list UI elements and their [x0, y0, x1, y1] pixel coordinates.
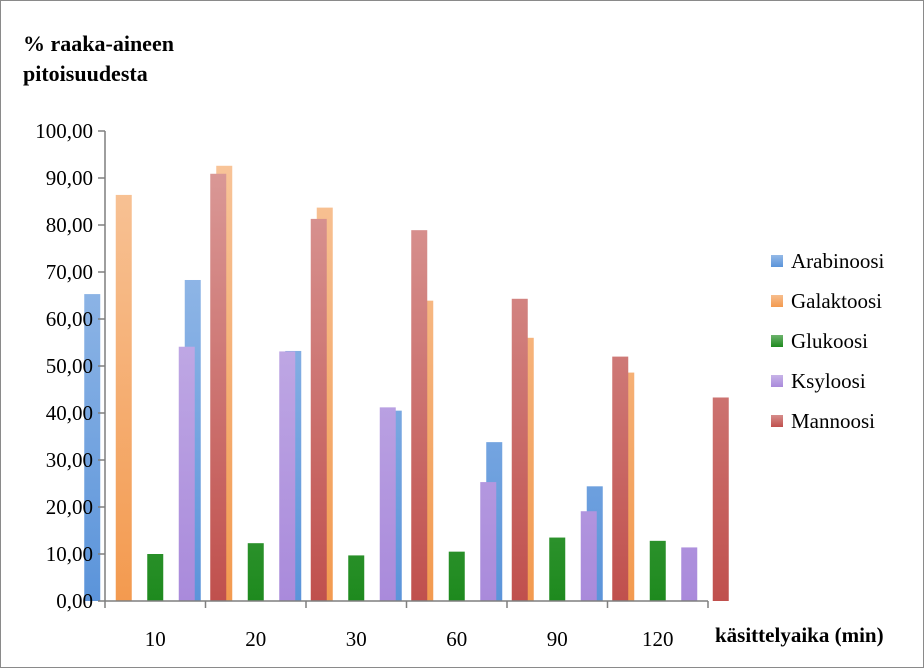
y-tick-label: 60,00: [46, 307, 93, 331]
x-tick-label: 30: [346, 627, 367, 651]
y-tick-label: 30,00: [46, 448, 93, 472]
y-axis-label: % raaka-aineen pitoisuudesta: [23, 31, 174, 86]
bar-galaktoosi-10: [115, 194, 132, 602]
bar-mannoosi-10: [210, 173, 227, 601]
bar-glukoosi-30: [348, 555, 365, 601]
y-tick-label: 40,00: [46, 401, 93, 425]
legend-label: Glukoosi: [791, 328, 869, 353]
legend-label: Galaktoosi: [791, 288, 882, 313]
legend-label: Arabinoosi: [791, 248, 885, 273]
x-tick-label: 120: [642, 627, 674, 651]
bar-ksyloosi-90: [580, 511, 597, 601]
y-tick-label: 90,00: [46, 166, 93, 190]
legend-label: Mannoosi: [791, 408, 875, 433]
legend-item: Arabinoosi: [771, 241, 884, 281]
legend-swatch: [771, 335, 783, 347]
legend-swatch: [771, 255, 783, 267]
bar-mannoosi-120: [712, 397, 729, 601]
bar-ksyloosi-30: [379, 407, 396, 601]
bar-ksyloosi-10: [178, 346, 195, 601]
bar-ksyloosi-60: [480, 482, 497, 601]
x-axis-label: käsittelyaika (min): [715, 623, 884, 647]
legend-item: Mannoosi: [771, 401, 884, 441]
bar-mannoosi-30: [411, 230, 428, 602]
bar-ksyloosi-120: [681, 547, 698, 601]
x-tick-label: 20: [245, 627, 266, 651]
legend: Arabinoosi Galaktoosi Glukoosi Ksyloosi Mann…: [771, 241, 884, 441]
legend-swatch: [771, 295, 783, 307]
bar-glukoosi-20: [247, 543, 264, 601]
bar-ksyloosi-20: [279, 351, 296, 601]
legend-item: Galaktoosi: [771, 281, 884, 321]
bar-arabinoosi-10: [84, 294, 101, 601]
bar-mannoosi-60: [511, 298, 528, 601]
y-tick-label: 10,00: [46, 542, 93, 566]
bar-mannoosi-90: [612, 356, 629, 601]
y-tick-label: 100,00: [35, 119, 93, 143]
y-tick-label: 80,00: [46, 213, 93, 237]
y-tick-label: 0,00: [56, 589, 93, 613]
bar-mannoosi-20: [310, 218, 327, 601]
legend-item: Ksyloosi: [771, 361, 884, 401]
x-tick-label: 90: [547, 627, 568, 651]
bar-glukoosi-60: [448, 551, 465, 601]
y-tick-label: 70,00: [46, 260, 93, 284]
x-tick-label: 60: [446, 627, 467, 651]
legend-item: Glukoosi: [771, 321, 884, 361]
legend-swatch: [771, 415, 783, 427]
y-tick-label: 50,00: [46, 354, 93, 378]
bar-glukoosi-120: [649, 540, 666, 601]
bar-glukoosi-90: [549, 537, 566, 601]
y-tick-label: 20,00: [46, 495, 93, 519]
x-tick-label: 10: [145, 627, 166, 651]
legend-label: Ksyloosi: [791, 368, 866, 393]
legend-swatch: [771, 375, 783, 387]
bar-glukoosi-10: [147, 554, 164, 601]
